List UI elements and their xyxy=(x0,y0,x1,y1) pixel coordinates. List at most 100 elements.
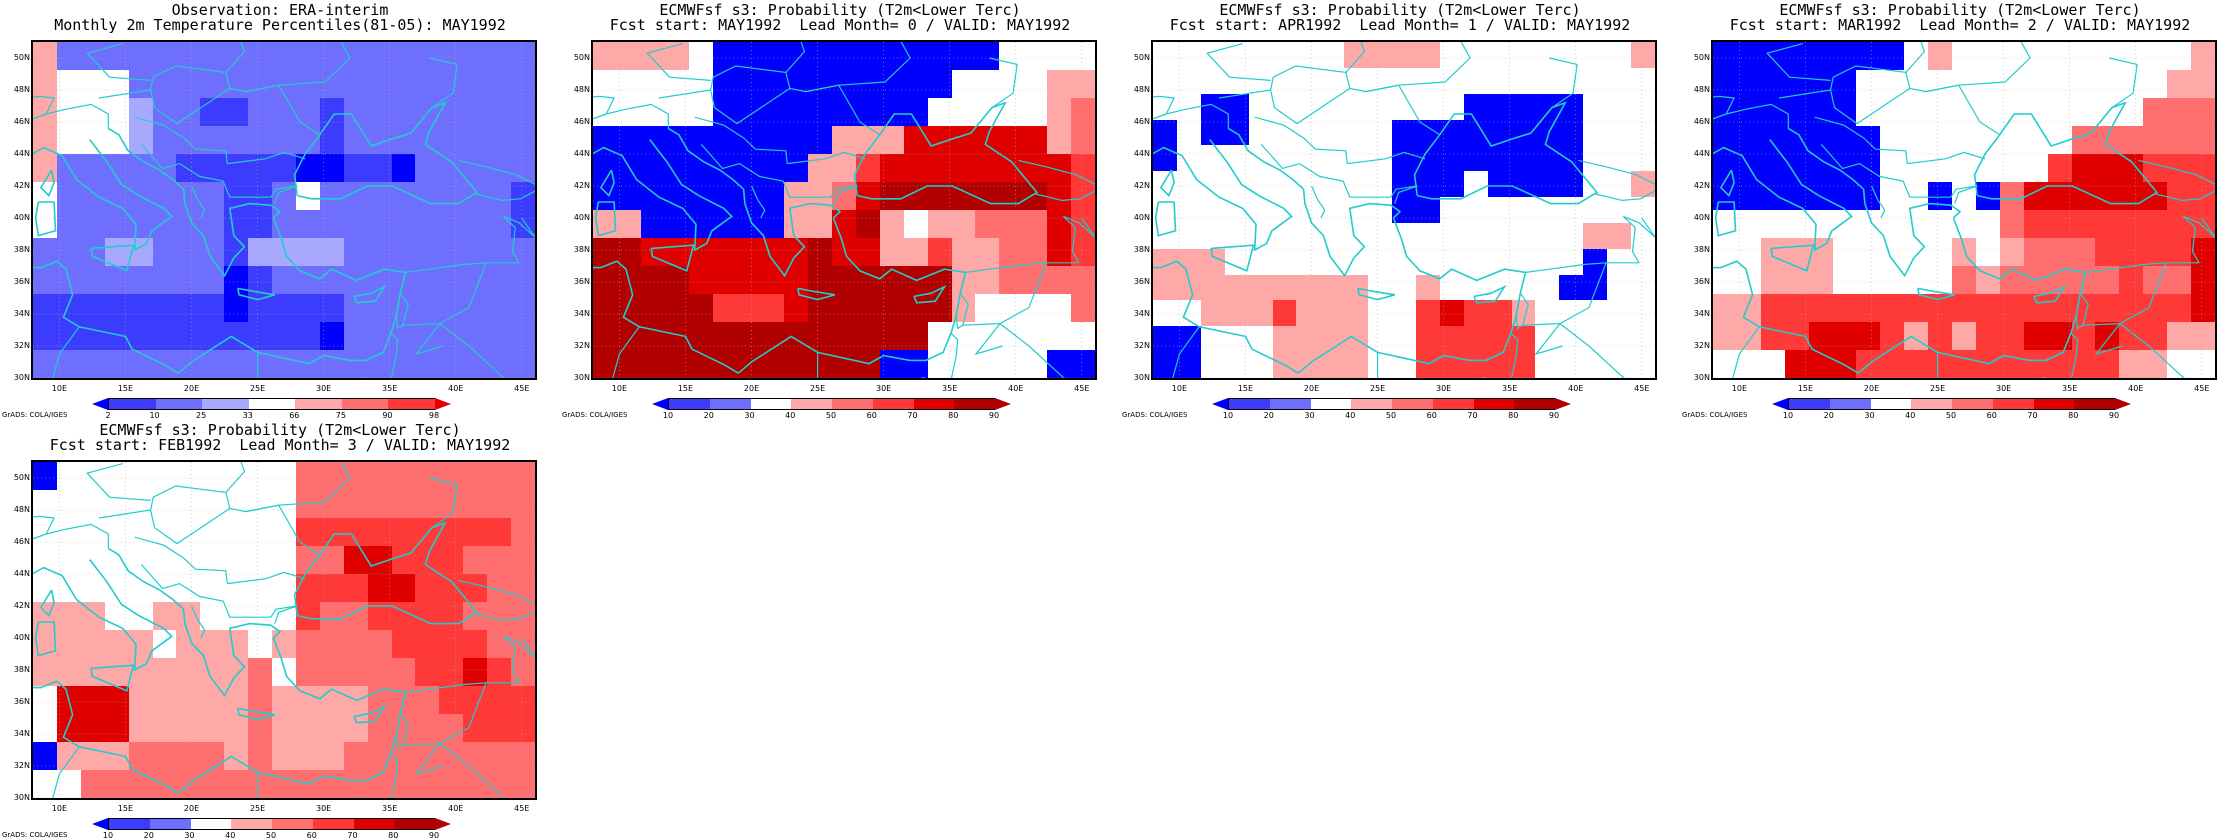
grid-cell xyxy=(1047,238,1071,266)
lon-tick-label: 40E xyxy=(1568,384,1584,393)
grid-cell xyxy=(2072,70,2095,98)
grid-cell xyxy=(880,294,904,322)
grid-cell xyxy=(33,686,57,714)
grid-cell xyxy=(1023,42,1047,70)
grid-cell xyxy=(296,238,320,266)
colorbar xyxy=(92,398,451,410)
grid-cell xyxy=(2000,182,2024,210)
grid-cell xyxy=(81,98,105,126)
colorbar-swatch xyxy=(954,398,995,410)
lon-tick-label: 25E xyxy=(249,384,266,393)
grid-cell xyxy=(200,742,224,770)
grid-cell xyxy=(1952,154,1976,182)
grid-cell xyxy=(368,98,392,126)
lon-tick-label: 25E xyxy=(1929,384,1946,393)
grid-cell xyxy=(1880,210,1904,238)
grid-cell xyxy=(296,658,320,686)
grid-cell xyxy=(129,686,153,714)
grid-cell xyxy=(2072,322,2095,350)
colorbar-tick-label: 20 xyxy=(1823,411,1834,420)
grid-cell xyxy=(153,686,176,714)
grid-cell xyxy=(1273,223,1296,249)
grid-cell xyxy=(415,350,439,378)
grid-cell xyxy=(272,322,296,350)
grid-cell xyxy=(272,714,296,742)
grid-cell xyxy=(2119,266,2143,294)
grid-cell xyxy=(904,210,928,238)
grid-cell xyxy=(511,490,535,518)
colorbar xyxy=(92,818,451,830)
grid-cell xyxy=(320,266,344,294)
lat-tick-label: 34N xyxy=(573,309,590,318)
grid-cell xyxy=(439,490,463,518)
grid-cell xyxy=(1296,300,1320,326)
grid-cell xyxy=(952,350,975,378)
grid-cell xyxy=(272,266,296,294)
grid-cell xyxy=(248,322,272,350)
lon-tick-label: 40E xyxy=(1008,384,1024,393)
lat-tick-label: 38N xyxy=(573,245,590,254)
grid-cell xyxy=(713,126,736,154)
grid-cell xyxy=(1952,266,1976,294)
country-border xyxy=(140,564,298,618)
grid-cell xyxy=(2000,294,2024,322)
country-border xyxy=(593,95,616,115)
grid-cell xyxy=(1928,210,1952,238)
grid-cell xyxy=(344,546,368,574)
lat-tick-label: 42N xyxy=(573,181,590,190)
grid-cell xyxy=(808,210,832,238)
grid-cell xyxy=(784,294,808,322)
grid-cell xyxy=(1583,197,1607,223)
grid-cell xyxy=(224,98,248,126)
grid-cell xyxy=(1344,223,1368,249)
grid-cell xyxy=(1201,275,1225,300)
grid-cell xyxy=(81,126,105,154)
grid-cell xyxy=(2000,42,2024,70)
map-panel-1: Observation: ERA-interim Monthly 2m Tempe… xyxy=(0,0,560,420)
grid-cell xyxy=(224,742,248,770)
coastline xyxy=(593,139,733,252)
lat-tick-label: 38N xyxy=(1133,245,1150,254)
grid-cell xyxy=(2119,98,2143,126)
grid-cell xyxy=(344,322,368,350)
grid-cell xyxy=(641,42,665,70)
grid-cell xyxy=(81,546,105,574)
colorbar-swatch xyxy=(1829,398,1871,410)
grid-cell xyxy=(511,742,535,770)
grid-cell xyxy=(880,42,904,70)
grid-cell xyxy=(1071,70,1095,98)
grads-credit: GrADS: COLA/IGES xyxy=(562,411,628,419)
colorbar-swatch xyxy=(1911,398,1952,410)
grid-cell xyxy=(392,182,415,210)
coastline xyxy=(1297,272,1527,374)
grid-cell xyxy=(593,322,617,350)
grid-cell xyxy=(344,238,368,266)
grid-cell xyxy=(1559,352,1583,378)
grid-cell xyxy=(928,322,952,350)
colorbar-left-arrow xyxy=(652,398,668,410)
country-border xyxy=(787,151,866,165)
grid-cell xyxy=(1761,350,1785,378)
grid-cell xyxy=(713,350,736,378)
coastline xyxy=(599,169,615,198)
grid-cell xyxy=(856,238,880,266)
grid-cell xyxy=(1928,70,1952,98)
grid-cell xyxy=(2095,70,2119,98)
colorbar-tick-label: 66 xyxy=(289,411,300,420)
coastline xyxy=(353,284,387,304)
grid-cell xyxy=(415,630,439,658)
grid-cell xyxy=(617,98,641,126)
country-border xyxy=(502,215,520,264)
grid-cell xyxy=(1785,210,1809,238)
grid-cell xyxy=(2191,98,2215,126)
country-border xyxy=(1035,190,1095,202)
grid-cell xyxy=(880,154,904,182)
grid-cell xyxy=(153,770,176,798)
grid-cell xyxy=(296,630,320,658)
grid-cell xyxy=(1607,300,1631,326)
grid-cell xyxy=(463,126,487,154)
grid-cell xyxy=(1737,238,1761,266)
lat-tick-label: 32N xyxy=(13,761,30,770)
grid-cell xyxy=(33,70,57,98)
country-border xyxy=(1206,43,1271,81)
